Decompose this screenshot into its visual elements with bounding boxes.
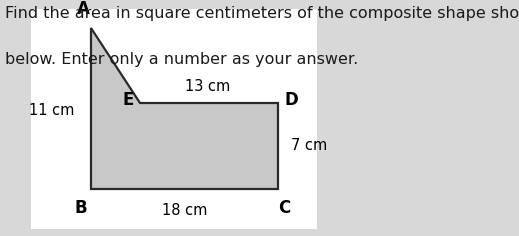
Text: below. Enter only a number as your answer.: below. Enter only a number as your answe… [5,52,359,67]
Text: 13 cm: 13 cm [185,79,230,94]
Text: B: B [74,199,87,217]
Text: C: C [278,199,291,217]
Polygon shape [91,28,278,189]
Text: E: E [122,91,134,109]
Text: 11 cm: 11 cm [29,103,75,118]
Text: D: D [284,91,298,109]
Text: A: A [77,0,89,18]
Text: 18 cm: 18 cm [161,202,207,218]
Bar [31,9,317,229]
Text: Find the area in square centimeters of the composite shape shown: Find the area in square centimeters of t… [5,6,519,21]
Text: 7 cm: 7 cm [291,138,327,153]
